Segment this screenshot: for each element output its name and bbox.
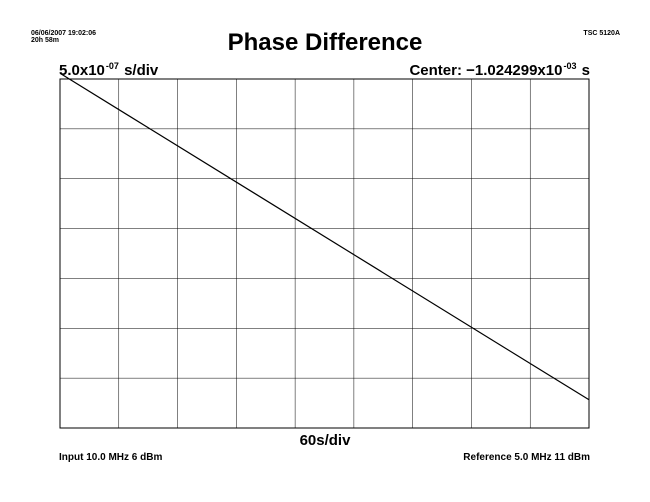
- center-unit: s: [577, 62, 590, 79]
- reference-label: Reference 5.0 MHz 11 dBm: [463, 452, 590, 463]
- y-scale-exponent: -07: [105, 61, 119, 71]
- datetime-label: 06/06/2007 19:02:06: [31, 30, 96, 37]
- y-scale-label: 5.0x10-07 s/div: [59, 61, 158, 79]
- y-scale-unit: s/div: [119, 62, 159, 79]
- elapsed-label: 20h 58m: [31, 37, 60, 44]
- y-scale-mantissa: 5.0x10: [59, 62, 105, 79]
- x-scale-label: 60s/div: [299, 432, 351, 449]
- input-label: Input 10.0 MHz 6 dBm: [59, 452, 163, 463]
- center-label: Center: −1.024299x10-03 s: [409, 61, 590, 79]
- grid: [60, 79, 589, 428]
- center-value: Center: −1.024299x10: [409, 62, 563, 79]
- instrument-label: TSC 5120A: [583, 30, 620, 37]
- plot-frame: [59, 78, 590, 429]
- phase-trace: [59, 72, 590, 401]
- center-exponent: -03: [563, 61, 577, 71]
- chart-title: Phase Difference: [227, 29, 423, 56]
